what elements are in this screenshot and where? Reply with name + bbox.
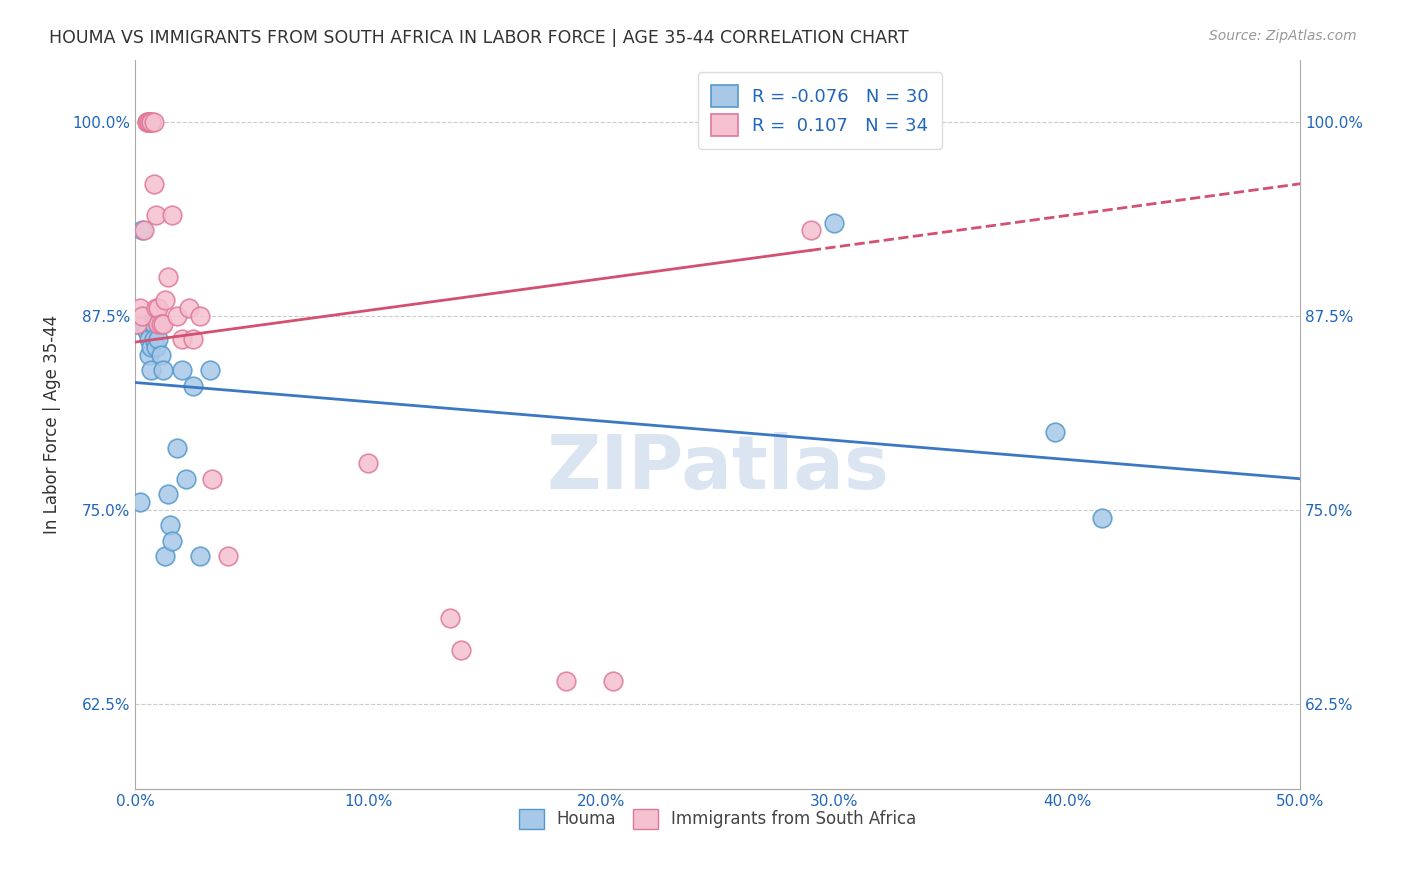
Point — [152, 317, 174, 331]
Point — [166, 309, 188, 323]
Point — [135, 114, 157, 128]
Point — [134, 223, 156, 237]
Point — [155, 549, 177, 564]
Point — [134, 317, 156, 331]
Point — [131, 223, 153, 237]
Point — [162, 533, 184, 548]
Point — [159, 518, 181, 533]
Point — [170, 332, 193, 346]
Point — [602, 673, 624, 688]
Point — [149, 347, 172, 361]
Text: HOUMA VS IMMIGRANTS FROM SOUTH AFRICA IN LABOR FORCE | AGE 35-44 CORRELATION CHA: HOUMA VS IMMIGRANTS FROM SOUTH AFRICA IN… — [49, 29, 908, 46]
Point — [156, 269, 179, 284]
Point — [555, 673, 578, 688]
Point — [198, 363, 221, 377]
Point — [148, 317, 170, 331]
Point — [142, 177, 165, 191]
Point — [127, 317, 149, 331]
Point — [149, 317, 172, 331]
Point — [138, 332, 160, 346]
Point — [145, 208, 167, 222]
Point — [170, 363, 193, 377]
Point — [357, 456, 380, 470]
Text: Source: ZipAtlas.com: Source: ZipAtlas.com — [1209, 29, 1357, 43]
Point — [152, 363, 174, 377]
Point — [142, 332, 165, 346]
Point — [1091, 510, 1114, 524]
Point — [128, 495, 150, 509]
Point — [141, 340, 163, 354]
Point — [162, 208, 184, 222]
Y-axis label: In Labor Force | Age 35-44: In Labor Force | Age 35-44 — [44, 315, 60, 534]
Point — [145, 301, 167, 315]
Point — [131, 309, 153, 323]
Point — [148, 317, 170, 331]
Point — [177, 301, 200, 315]
Point — [156, 487, 179, 501]
Point — [1045, 425, 1067, 439]
Legend: Houma, Immigrants from South Africa: Houma, Immigrants from South Africa — [512, 802, 924, 836]
Point — [555, 805, 578, 820]
Point — [176, 472, 198, 486]
Point — [800, 223, 823, 237]
Point — [138, 114, 160, 128]
Point — [138, 347, 160, 361]
Point — [217, 549, 239, 564]
Point — [188, 309, 211, 323]
Text: ZIPatlas: ZIPatlas — [547, 432, 889, 505]
Point — [188, 549, 211, 564]
Point — [135, 114, 157, 128]
Point — [450, 642, 472, 657]
Point — [142, 114, 165, 128]
Point — [201, 472, 224, 486]
Point — [141, 363, 163, 377]
Point — [135, 324, 157, 338]
Point — [141, 114, 163, 128]
Point — [166, 441, 188, 455]
Point — [128, 301, 150, 315]
Point — [183, 378, 205, 392]
Point — [142, 317, 165, 331]
Point — [148, 332, 170, 346]
Point — [439, 611, 461, 625]
Point — [155, 293, 177, 308]
Point — [823, 216, 845, 230]
Point — [183, 332, 205, 346]
Point — [145, 340, 167, 354]
Point — [127, 317, 149, 331]
Point — [138, 114, 160, 128]
Point — [148, 301, 170, 315]
Point — [141, 114, 163, 128]
